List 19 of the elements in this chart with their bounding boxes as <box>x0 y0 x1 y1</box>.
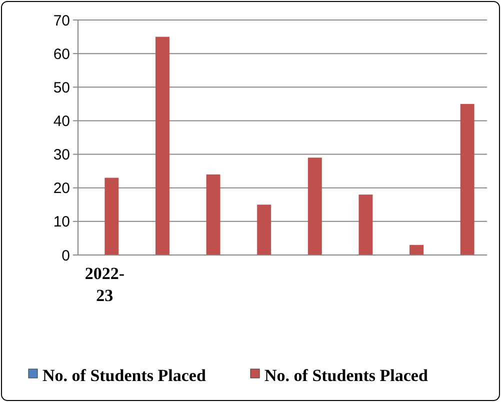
legend-label: No. of Students Placed <box>264 366 428 385</box>
y-tick-label: 60 <box>53 46 70 63</box>
bar <box>206 174 220 255</box>
y-tick-label: 40 <box>53 112 70 130</box>
y-tick-label: 10 <box>53 214 70 231</box>
bar <box>104 178 119 255</box>
y-tick-label: 70 <box>53 12 70 30</box>
bar <box>410 244 424 255</box>
y-tick-label: 50 <box>53 79 70 96</box>
legend-label: No. of Students Placed <box>42 366 206 385</box>
bar <box>155 36 170 255</box>
bar <box>358 194 373 255</box>
bar <box>257 204 272 255</box>
bar <box>460 104 474 255</box>
bar <box>308 158 322 255</box>
x-tick-label: 2022-23 <box>84 264 125 305</box>
y-tick-label: 20 <box>53 180 70 198</box>
y-tick-label: 30 <box>53 146 70 164</box>
y-tick-label: 0 <box>62 247 70 264</box>
